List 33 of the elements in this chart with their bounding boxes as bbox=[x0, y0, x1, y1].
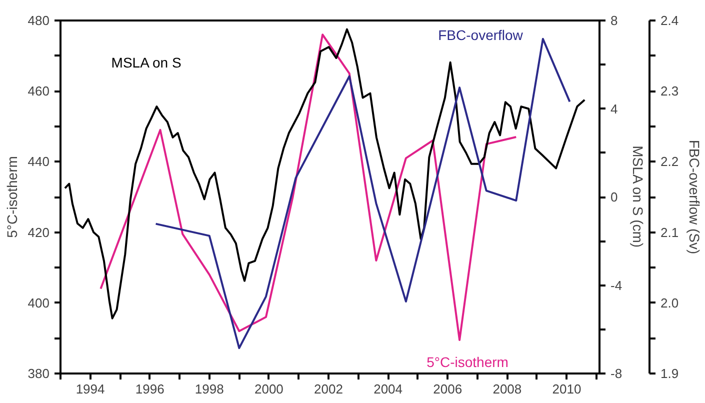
y2-tick-label: 8 bbox=[610, 13, 618, 28]
y3-tick-label: 2.2 bbox=[660, 154, 679, 170]
text: MSLA on S bbox=[111, 54, 182, 71]
y3-tick-label: 2.0 bbox=[660, 295, 679, 310]
x-tick-label: 1998 bbox=[194, 382, 224, 396]
x-tick-label: 2006 bbox=[433, 382, 462, 396]
x-tick-label: 2010 bbox=[552, 382, 582, 396]
series-label: 5°C-isotherm bbox=[426, 354, 508, 370]
y2-tick-label: 4 bbox=[610, 101, 618, 116]
line-series bbox=[64, 28, 586, 320]
y-tick-label: 420 bbox=[28, 224, 50, 240]
x-tick-label: 2004 bbox=[374, 382, 403, 396]
y3-tick-label: 1.9 bbox=[660, 366, 679, 381]
y3-tick-label: 2.1 bbox=[660, 224, 679, 240]
y2-axis-title: MSLA on S (cm) bbox=[630, 146, 646, 248]
y-tick-label: 440 bbox=[28, 154, 50, 170]
y2-tick-label: -8 bbox=[610, 366, 622, 381]
x-tick-label: 1994 bbox=[76, 382, 105, 396]
y-axis-title: 5°C-isotherm bbox=[4, 156, 20, 238]
y2-tick-label: -4 bbox=[610, 278, 622, 293]
x-tick-label: 2000 bbox=[254, 382, 284, 396]
y3-tick-label: 2.3 bbox=[660, 84, 679, 99]
y-tick-label: 400 bbox=[28, 295, 50, 310]
x-tick-label: 2002 bbox=[314, 382, 343, 396]
y3-axis-title: FBC-overflow (Sv) bbox=[686, 140, 703, 254]
y-tick-label: 480 bbox=[28, 13, 50, 28]
series-label: FBC-overflow bbox=[438, 26, 524, 43]
y-tick-label: 380 bbox=[28, 366, 50, 381]
x-tick-label: 2008 bbox=[492, 382, 522, 396]
y-tick-label: 460 bbox=[28, 84, 50, 99]
y3-tick-label: 2.4 bbox=[660, 13, 679, 28]
x-tick-label: 1996 bbox=[135, 382, 164, 396]
y2-tick-label: 0 bbox=[610, 190, 618, 204]
